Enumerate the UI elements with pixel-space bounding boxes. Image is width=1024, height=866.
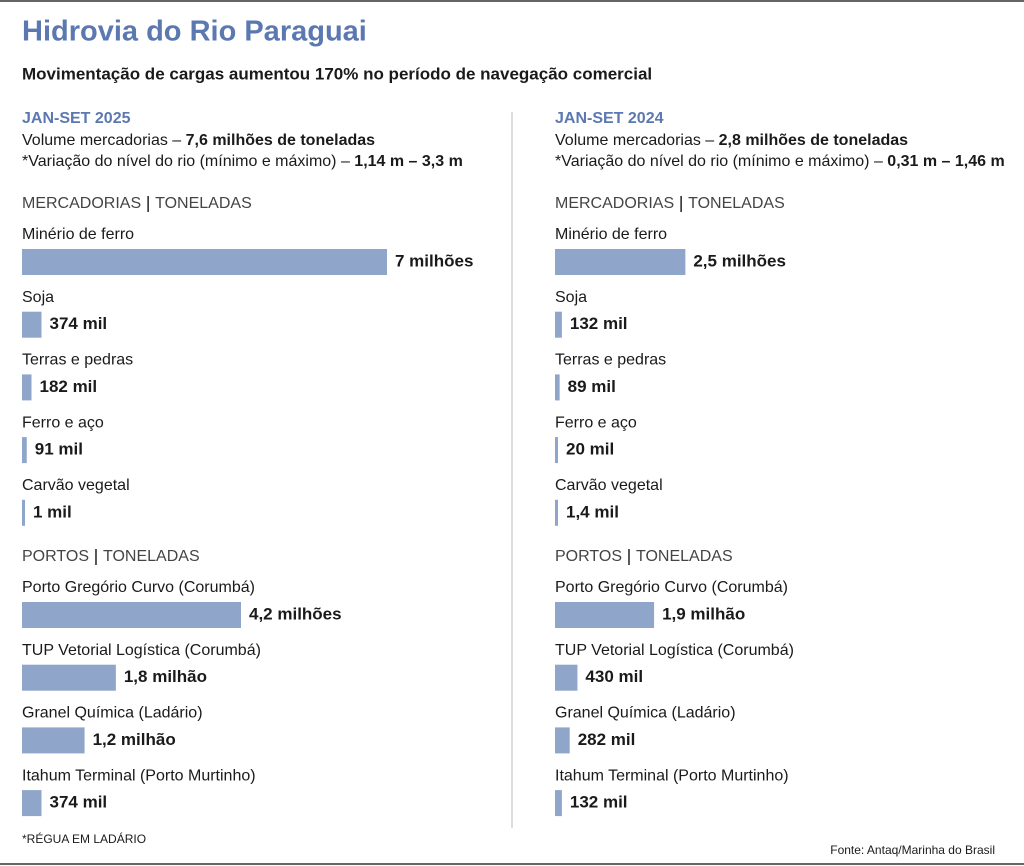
section-unit: TONELADAS: [103, 548, 200, 565]
subtitle: Movimentação de cargas aumentou 170% no …: [22, 64, 652, 83]
value-label: 182 mil: [39, 377, 97, 396]
category-label: Terras e pedras: [555, 352, 666, 369]
bar: [22, 727, 85, 754]
value-label: 20 mil: [566, 440, 614, 459]
category-label: Porto Gregório Curvo (Corumbá): [555, 579, 788, 596]
river-label: *Variação do nível do rio (mínimo e máxi…: [555, 153, 883, 170]
section-title: MERCADORIAS: [22, 195, 141, 212]
river-value: 0,31 m – 1,46 m: [887, 153, 1004, 170]
category-label: TUP Vetorial Logística (Corumbá): [555, 642, 794, 659]
value-label: 132 mil: [570, 793, 628, 812]
title: Hidrovia do Rio Paraguai: [22, 16, 367, 48]
value-label: 430 mil: [585, 667, 643, 686]
value-label: 1,2 milhão: [93, 730, 176, 749]
bar: [555, 664, 578, 691]
bar: [555, 374, 560, 401]
bar: [22, 374, 32, 401]
category-label: Ferro e aço: [555, 414, 637, 431]
bar: [22, 311, 42, 338]
bar: [22, 499, 25, 526]
volume-label: Volume mercadorias –: [555, 132, 714, 149]
volume-value: 2,8 milhões de toneladas: [719, 132, 909, 149]
category-label: TUP Vetorial Logística (Corumbá): [22, 642, 261, 659]
category-label: Minério de ferro: [22, 226, 134, 243]
value-label: 282 mil: [578, 730, 636, 749]
river-label: *Variação do nível do rio (mínimo e máxi…: [22, 153, 350, 170]
river-value: 1,14 m – 3,3 m: [354, 153, 463, 170]
category-label: Porto Gregório Curvo (Corumbá): [22, 579, 255, 596]
section-title: MERCADORIAS: [555, 195, 674, 212]
value-label: 1,8 milhão: [124, 667, 207, 686]
bar: [555, 727, 570, 754]
river-line: *Variação do nível do rio (mínimo e máxi…: [555, 153, 1005, 170]
value-label: 374 mil: [50, 793, 108, 812]
footnote: *RÉGUA EM LADÁRIO: [22, 831, 146, 846]
bar: [555, 790, 562, 817]
value-label: 1,4 mil: [566, 502, 619, 521]
value-label: 91 mil: [35, 440, 83, 459]
value-label: 2,5 milhões: [693, 251, 786, 270]
section-unit: TONELADAS: [636, 548, 733, 565]
bar: [555, 249, 686, 275]
bar: [22, 437, 27, 464]
category-label: Soja: [555, 289, 587, 306]
category-label: Granel Química (Ladário): [555, 705, 736, 722]
period-heading: JAN-SET 2025: [22, 110, 131, 127]
category-label: Minério de ferro: [555, 226, 667, 243]
section-title: PORTOS: [22, 548, 89, 565]
volume-value: 7,6 milhões de toneladas: [186, 132, 376, 149]
category-label: Itahum Terminal (Porto Murtinho): [555, 767, 789, 784]
bar: [555, 499, 558, 526]
value-label: 132 mil: [570, 314, 628, 333]
source: Fonte: Antaq/Marinha do Brasil: [830, 843, 995, 857]
category-label: Carvão vegetal: [555, 477, 663, 494]
bar: [555, 311, 562, 338]
bar: [22, 664, 116, 691]
section-unit: TONELADAS: [155, 195, 252, 212]
river-line: *Variação do nível do rio (mínimo e máxi…: [22, 153, 463, 170]
value-label: 89 mil: [568, 377, 616, 396]
category-label: Terras e pedras: [22, 352, 133, 369]
value-label: 7 milhões: [395, 251, 473, 270]
bar: [555, 602, 655, 628]
category-label: Granel Química (Ladário): [22, 705, 203, 722]
category-label: Ferro e aço: [22, 414, 104, 431]
volume-line: Volume mercadorias – 2,8 milhões de tone…: [555, 132, 908, 149]
category-label: Carvão vegetal: [22, 477, 130, 494]
value-label: 4,2 milhões: [249, 604, 342, 623]
bar: [555, 437, 558, 464]
volume-line: Volume mercadorias – 7,6 milhões de tone…: [22, 132, 375, 149]
value-label: 1,9 milhão: [662, 604, 745, 623]
bar: [22, 602, 241, 628]
bar: [22, 249, 387, 275]
period-heading: JAN-SET 2024: [555, 110, 664, 127]
bar: [22, 790, 42, 817]
category-label: Itahum Terminal (Porto Murtinho): [22, 767, 256, 784]
section-unit: TONELADAS: [688, 195, 785, 212]
volume-label: Volume mercadorias –: [22, 132, 181, 149]
category-label: Soja: [22, 289, 54, 306]
value-label: 374 mil: [50, 314, 108, 333]
section-title: PORTOS: [555, 548, 622, 565]
value-label: 1 mil: [33, 502, 72, 521]
